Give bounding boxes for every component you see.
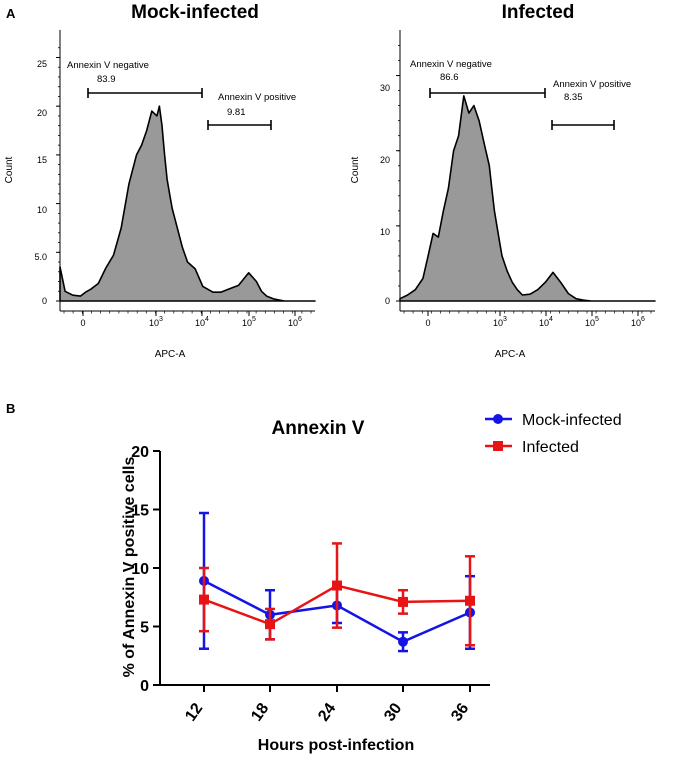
x-tick-label: 0 [80,318,85,328]
y-tick-labels: 0 10 20 30 [380,83,390,306]
y-tick-label: 15 [131,503,149,520]
histogram-area [59,105,316,302]
data-point-mock [398,636,408,647]
y-tick-label: 10 [131,561,149,578]
x-tick-labels: 0 103 104 105 106 [425,316,645,328]
x-tick-label: 106 [631,316,645,328]
gate-negative-value: 86.6 [440,72,459,83]
x-tick-label: 103 [493,316,507,328]
y-tick-label: 15 [37,155,47,165]
y-tick-label: 10 [37,205,47,215]
y-tick-label: 20 [37,108,47,118]
gate-negative-value: 83.9 [97,74,116,85]
data-point-infected [332,580,342,591]
y-tick-label: 10 [380,227,390,237]
y-tick-label: 5 [140,620,149,637]
data-point-infected [265,619,275,630]
histogram-infected: Infected Count APC-A 0 10 20 30 0 103 10… [350,2,656,360]
x-tick-label: 36 [448,700,472,724]
histogram-xlabel: APC-A [495,349,526,360]
x-tick-label: 106 [288,316,302,328]
histogram-area [399,95,656,302]
x-tick-label: 0 [425,318,430,328]
x-tick-label: 30 [381,700,405,724]
x-tick-label: 104 [539,316,553,328]
gate-positive-value: 8.35 [564,92,583,103]
gate-positive-label: Annexin V positive [218,92,296,103]
histogram-ylabel: Count [4,156,15,183]
gate-negative-label: Annexin V negative [410,59,492,70]
y-axis-label: % of Annexin V positive cells [121,457,138,678]
y-tick-labels: 0 5.0 10 15 20 25 [34,59,47,306]
x-tick-label: 105 [585,316,599,328]
y-tick-label: 25 [37,59,47,69]
legend-marker-infected [493,441,503,451]
panel-label-a: A [6,6,16,21]
legend-marker-mock [493,414,503,424]
panel-label-b: B [6,401,15,416]
x-tick-label: 103 [149,316,163,328]
y-tick-label: 0 [385,296,390,306]
histogram-mock-infected: Mock-infected Count APC-A 0 5.0 10 15 20… [4,2,316,360]
gate-positive-label: Annexin V positive [553,79,631,90]
y-tick-label: 0 [42,296,47,306]
y-tick-label: 5.0 [34,252,47,262]
x-tick-label: 12 [182,700,206,724]
legend: Mock-infected Infected [485,412,622,456]
x-tick-label: 18 [248,700,272,724]
x-tick-label: 104 [195,316,209,328]
histogram-ylabel: Count [350,156,361,183]
data-point-infected [465,595,475,606]
y-tick-label: 30 [380,83,390,93]
x-tick-labels: 0 103 104 105 106 [80,316,302,328]
legend-label-infected: Infected [522,439,579,456]
legend-label-mock: Mock-infected [522,412,622,429]
histogram-title: Infected [502,2,575,23]
x-tick-label: 105 [242,316,256,328]
data-point-infected [199,594,209,605]
histogram-xlabel: APC-A [155,349,186,360]
data-point-infected [398,596,408,607]
y-tick-label: 20 [380,155,390,165]
gate-positive-value: 9.81 [227,107,246,118]
x-tick-label: 24 [315,700,339,724]
gate-negative-label: Annexin V negative [67,60,149,71]
line-chart-annexin-v: Annexin V % of Annexin V positive cells … [121,412,622,754]
histogram-title: Mock-infected [131,2,259,23]
x-axis-label: Hours post-infection [258,737,414,754]
chart-title: Annexin V [272,418,365,439]
y-tick-label: 0 [140,678,149,695]
y-tick-label: 20 [131,444,149,461]
